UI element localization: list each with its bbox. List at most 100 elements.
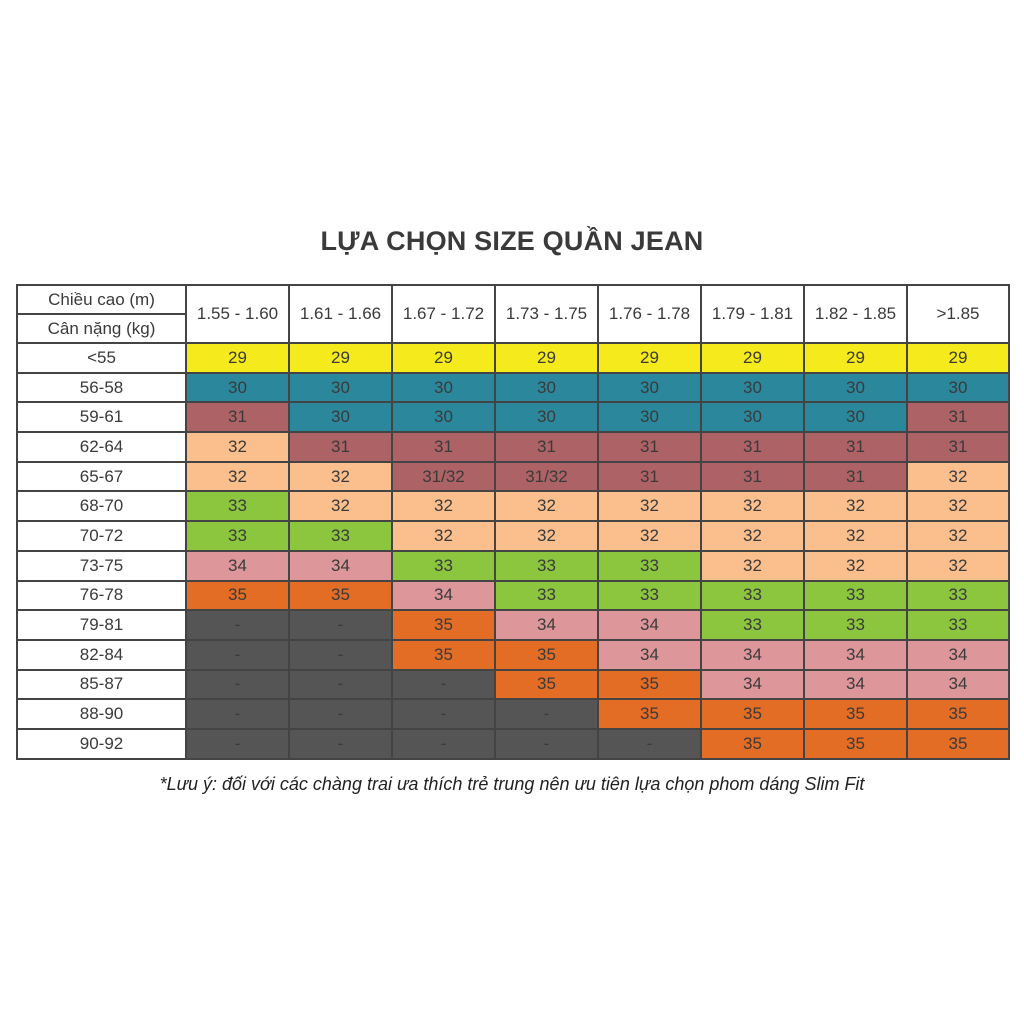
size-cell: 31	[494, 431, 599, 463]
size-cell: 31	[803, 460, 908, 493]
size-cell: 35	[494, 638, 599, 671]
height-column-header: 1.67 - 1.72	[391, 284, 496, 344]
size-cell: 31	[906, 401, 1010, 434]
table-row: <55 29 29 29 29 29 29 29 29	[16, 342, 1010, 374]
weight-row-label: 76-78	[16, 579, 187, 612]
size-cell: -	[391, 668, 496, 701]
size-cell: -	[288, 698, 393, 730]
size-cell: 34	[597, 638, 702, 671]
size-cell: -	[391, 698, 496, 730]
size-cell: 35	[803, 727, 908, 760]
table-row: 88-90- - - -35 35 35 35	[16, 698, 1010, 730]
size-cell: 30	[288, 371, 393, 404]
size-cell: 31	[185, 401, 290, 434]
size-cell: 35	[906, 727, 1010, 760]
table-row: 82-84- -35 35 34 34 34 34	[16, 638, 1010, 671]
size-cell: 33	[494, 579, 599, 612]
size-cell: 31	[803, 431, 908, 463]
size-cell: 29	[391, 342, 496, 374]
weight-row-label: 65-67	[16, 460, 187, 493]
size-cell: 34	[494, 609, 599, 641]
size-cell: 32	[906, 549, 1010, 582]
size-cell: 30	[391, 401, 496, 434]
size-cell: 30	[803, 371, 908, 404]
size-cell: 35	[185, 579, 290, 612]
size-cell: 33	[185, 520, 290, 552]
size-cell: 29	[906, 342, 1010, 374]
size-cell: 35	[700, 727, 805, 760]
size-cell: -	[391, 727, 496, 760]
size-cell: 32	[700, 549, 805, 582]
size-cell: 34	[700, 638, 805, 671]
table-row: 90-92- - - - -35 35 35	[16, 727, 1010, 760]
size-cell: 30	[906, 371, 1010, 404]
size-cell: 31	[906, 431, 1010, 463]
size-cell: 31	[288, 431, 393, 463]
size-cell: -	[288, 727, 393, 760]
size-cell: 35	[494, 668, 599, 701]
size-cell: 34	[700, 668, 805, 701]
size-cell: 35	[803, 698, 908, 730]
size-cell: 34	[803, 638, 908, 671]
height-column-header: 1.76 - 1.78	[597, 284, 702, 344]
height-column-header: 1.79 - 1.81	[700, 284, 805, 344]
height-column-header: 1.73 - 1.75	[494, 284, 599, 344]
size-cell: 30	[597, 401, 702, 434]
size-cell: 34	[906, 638, 1010, 671]
size-cell: -	[288, 668, 393, 701]
size-cell: -	[185, 609, 290, 641]
page-title: LỰA CHỌN SIZE QUẦN JEAN	[320, 226, 704, 256]
size-cell: 32	[391, 490, 496, 523]
size-cell: -	[185, 698, 290, 730]
size-cell: 33	[803, 609, 908, 641]
size-cell: 29	[597, 342, 702, 374]
size-cell: 32	[803, 490, 908, 523]
size-cell: 30	[597, 371, 702, 404]
size-cell: 33	[803, 579, 908, 612]
size-cell: 32	[288, 460, 393, 493]
size-cell: 32	[494, 490, 599, 523]
size-cell: 29	[288, 342, 393, 374]
size-cell: 30	[288, 401, 393, 434]
size-cell: 32	[494, 520, 599, 552]
weight-row-label: 59-61	[16, 401, 187, 434]
size-cell: 31	[391, 431, 496, 463]
table-row: 68-70 33 32 32 32 32 32 32 32	[16, 490, 1010, 523]
size-cell: 35	[391, 638, 496, 671]
size-cell: -	[288, 638, 393, 671]
size-cell: 30	[700, 401, 805, 434]
height-column-header: 1.82 - 1.85	[803, 284, 908, 344]
size-cell: 34	[288, 549, 393, 582]
height-axis-label: Chiều cao (m)	[16, 284, 187, 315]
size-cell: 31	[700, 431, 805, 463]
size-cell: 32	[803, 520, 908, 552]
table-row: 65-67 32 32 31/32 31/32 31 31 31 32	[16, 460, 1010, 493]
size-cell: -	[185, 638, 290, 671]
table-row: 76-78 35 35 34 33 33 33 33 33	[16, 579, 1010, 612]
height-column-header: >1.85	[906, 284, 1010, 344]
size-cell: 32	[185, 431, 290, 463]
size-cell: 32	[906, 460, 1010, 493]
size-cell: 31/32	[494, 460, 599, 493]
weight-axis-label: Cân nặng (kg)	[16, 313, 187, 344]
size-cell: 31	[700, 460, 805, 493]
size-cell: 32	[288, 490, 393, 523]
weight-row-label: 90-92	[16, 727, 187, 760]
size-cell: 32	[597, 520, 702, 552]
size-cell: 34	[391, 579, 496, 612]
size-cell: 31	[597, 431, 702, 463]
weight-row-label: 85-87	[16, 668, 187, 701]
weight-row-label: 56-58	[16, 371, 187, 404]
size-cell: 29	[185, 342, 290, 374]
size-cell: 35	[597, 698, 702, 730]
weight-row-label: 70-72	[16, 520, 187, 552]
weight-row-label: <55	[16, 342, 187, 374]
weight-row-label: 82-84	[16, 638, 187, 671]
table-row: 62-64 32 31 31 31 31 31 31 31	[16, 431, 1010, 463]
size-cell: 32	[391, 520, 496, 552]
header-subrow: Cân nặng (kg)	[16, 313, 1009, 344]
size-cell: 33	[391, 549, 496, 582]
size-cell: 35	[391, 609, 496, 641]
size-cell: 35	[700, 698, 805, 730]
weight-row-label: 79-81	[16, 609, 187, 641]
